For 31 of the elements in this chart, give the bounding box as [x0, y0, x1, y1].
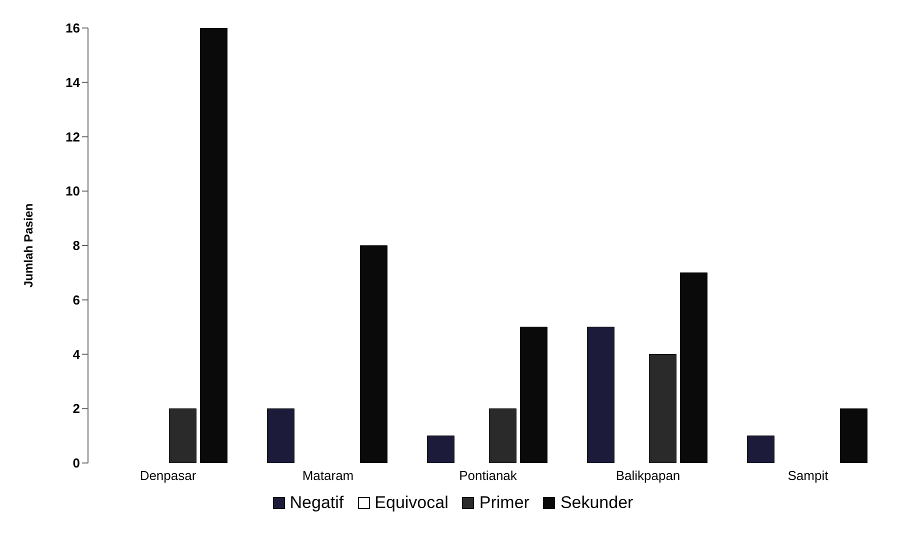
y-tick-label: 8: [72, 238, 80, 254]
bar: [520, 326, 548, 463]
y-tick-label: 14: [66, 74, 81, 90]
bar: [168, 408, 196, 463]
bar: [586, 326, 614, 463]
bar: [488, 408, 516, 463]
y-tick-label: 6: [72, 292, 80, 308]
y-tick-label: 10: [66, 184, 80, 199]
x-tick-label: Mataram: [302, 468, 354, 484]
legend-label: Negatif: [290, 493, 344, 513]
bar: [746, 436, 774, 463]
bar: [266, 408, 294, 463]
x-tick-label: Sampit: [788, 468, 829, 484]
x-tick-label: Balikpapan: [616, 468, 680, 484]
y-tick-label: 2: [72, 401, 80, 416]
x-tick-label: Pontianak: [459, 468, 518, 484]
legend-label: Primer: [479, 493, 530, 513]
y-axis-title: Jumlah Pasien: [21, 203, 36, 288]
bar: [360, 245, 388, 463]
y-tick-label: 16: [66, 20, 80, 36]
y-tick-label: 4: [72, 346, 81, 362]
legend-label: Sekunder: [560, 493, 634, 513]
x-tick-label: Denpasar: [140, 468, 197, 484]
bar: [426, 436, 454, 463]
bar: [648, 354, 676, 463]
bar: [840, 408, 868, 463]
y-tick-label: 0: [72, 456, 80, 471]
bar: [680, 272, 708, 463]
legend-label: Equivocal: [374, 493, 448, 513]
bar: [200, 28, 228, 463]
y-tick-label: 12: [66, 129, 80, 144]
